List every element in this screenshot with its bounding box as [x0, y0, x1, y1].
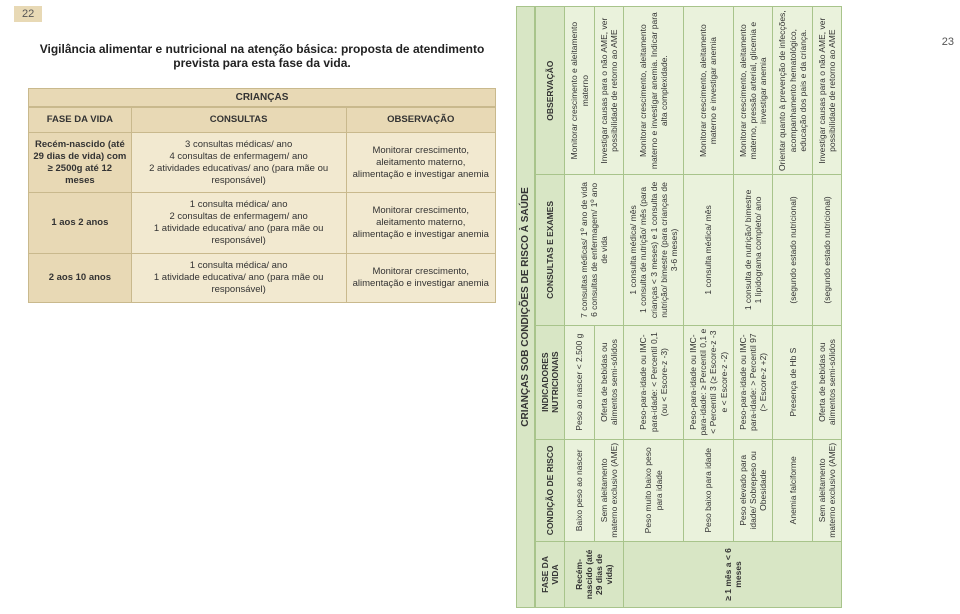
- t1-h2: OBSERVAÇÃO: [346, 108, 495, 133]
- table-row: ≥ 1 mês a < 6 mesesPeso muito baixo peso…: [624, 7, 684, 608]
- t2-obs: Monitorar crescimento, aleitamento mater…: [624, 7, 684, 175]
- table-criancas: FASE DA VIDA CONSULTAS OBSERVAÇÃO Recém-…: [28, 107, 496, 303]
- t2-cons: 7 consultas médicas/ 1º ano de vida6 con…: [565, 175, 624, 325]
- t2-cons: 1 consulta de nutrição/ bimestre1 lipido…: [733, 175, 773, 325]
- t2-obs: Monitorar crescimento, aleitamento mater…: [684, 7, 734, 175]
- t2-cond: Peso baixo para idade: [684, 439, 734, 541]
- t2-ind: Presença de Hb S: [773, 325, 813, 439]
- t2-obs: Monitorar crescimento, aleitamento mater…: [733, 7, 773, 175]
- t2-phase: ≥ 1 mês a < 6 meses: [624, 541, 842, 607]
- t2-obs: Investigar causas para o não AME, ver po…: [594, 7, 623, 175]
- t2-cons: (segundo estado nutricional): [812, 175, 841, 325]
- table-row: Anemia falciformePresença de Hb S(segund…: [773, 7, 813, 608]
- t2-ind: Peso-para-idade ou IMC-para-idade: ≥ Per…: [684, 325, 734, 439]
- t2-obs: Monitorar crescimento e aleitamento mate…: [565, 7, 594, 175]
- t2-cond: Sem aleitamento materno exclusivo (AME): [594, 439, 623, 541]
- t1-obs: Monitorar crescimento, aleitamento mater…: [346, 193, 495, 254]
- t2-cond: Baixo peso ao nascer: [565, 439, 594, 541]
- t2-ind: Peso ao nascer < 2.500 g: [565, 325, 594, 439]
- t2-h3: CONSULTAS E EXAMES: [536, 175, 565, 325]
- t2-cons: (segundo estado nutricional): [773, 175, 813, 325]
- t1-phase: 1 aos 2 anos: [29, 193, 132, 254]
- table-row: Sem aleitamento materno exclusivo (AME)O…: [812, 7, 841, 608]
- t2-ind: Oferta de bebidas ou alimentos semi-sóli…: [594, 325, 623, 439]
- t2-cond: Peso muito baixo peso para idade: [624, 439, 684, 541]
- table1-section-label: CRIANÇAS: [28, 88, 496, 107]
- table-row: 2 aos 10 anos1 consulta médica/ ano1 ati…: [29, 253, 496, 302]
- table-row: 1 aos 2 anos1 consulta médica/ ano2 cons…: [29, 193, 496, 254]
- t1-h0: FASE DA VIDA: [29, 108, 132, 133]
- t1-phase: Recém-nascido (até 29 dias de vida) com …: [29, 132, 132, 193]
- t2-cons: 1 consulta médica/ mês: [684, 175, 734, 325]
- t2-cond: Peso elevado para idade/ Sobrepeso ou Ob…: [733, 439, 773, 541]
- t1-obs: Monitorar crescimento, alimentação e inv…: [346, 253, 495, 302]
- t1-consultas: 1 consulta médica/ ano2 consultas de enf…: [131, 193, 346, 254]
- t2-ind: Oferta de bebidas ou alimentos semi-sóli…: [812, 325, 841, 439]
- page-title: Vigilância alimentar e nutricional na at…: [28, 42, 496, 70]
- t2-h0: FASE DA VIDA: [536, 541, 565, 607]
- table2-section-label: CRIANÇAS SOB CONDIÇÕES DE RISCO À SAÚDE: [516, 6, 535, 608]
- table-row: Peso elevado para idade/ Sobrepeso ou Ob…: [733, 7, 773, 608]
- table2-header-row: FASE DA VIDA CONDIÇÃO DE RISCO INDICADOR…: [536, 7, 565, 608]
- t2-phase: Recém-nascido (até 29 dias de vida): [565, 541, 624, 607]
- t1-phase: 2 aos 10 anos: [29, 253, 132, 302]
- t1-obs: Monitorar crescimento, aleitamento mater…: [346, 132, 495, 193]
- right-panel: CRIANÇAS SOB CONDIÇÕES DE RISCO À SAÚDE …: [516, 6, 946, 608]
- table1-header-row: FASE DA VIDA CONSULTAS OBSERVAÇÃO: [29, 108, 496, 133]
- t2-h2: INDICADORES NUTRICIONAIS: [536, 325, 565, 439]
- t2-h4: OBSERVAÇÃO: [536, 7, 565, 175]
- t2-obs: Investigar causas para o não AME, ver po…: [812, 7, 841, 175]
- t2-obs: Orientar quanto à prevenção de infecções…: [773, 7, 813, 175]
- table-criancas-risco: FASE DA VIDA CONDIÇÃO DE RISCO INDICADOR…: [535, 6, 842, 608]
- t1-consultas: 3 consultas médicas/ ano4 consultas de e…: [131, 132, 346, 193]
- page-number-left: 22: [14, 6, 42, 22]
- t1-h1: CONSULTAS: [131, 108, 346, 133]
- t1-consultas: 1 consulta médica/ ano1 atividade educat…: [131, 253, 346, 302]
- t2-ind: Peso-para-idade ou IMC-para-idade: > Per…: [733, 325, 773, 439]
- table-row: Peso baixo para idadePeso-para-idade ou …: [684, 7, 734, 608]
- t2-cons: 1 consulta médica/ mês1 consulta de nutr…: [624, 175, 684, 325]
- table-row: Recém-nascido (até 29 dias de vida)Baixo…: [565, 7, 594, 608]
- t2-ind: Peso-para-idade ou IMC-para-idade: < Per…: [624, 325, 684, 439]
- table-row: Recém-nascido (até 29 dias de vida) com …: [29, 132, 496, 193]
- t2-cond: Anemia falciforme: [773, 439, 813, 541]
- t2-h1: CONDIÇÃO DE RISCO: [536, 439, 565, 541]
- t2-cond: Sem aleitamento materno exclusivo (AME): [812, 439, 841, 541]
- left-panel: Vigilância alimentar e nutricional na at…: [28, 42, 496, 303]
